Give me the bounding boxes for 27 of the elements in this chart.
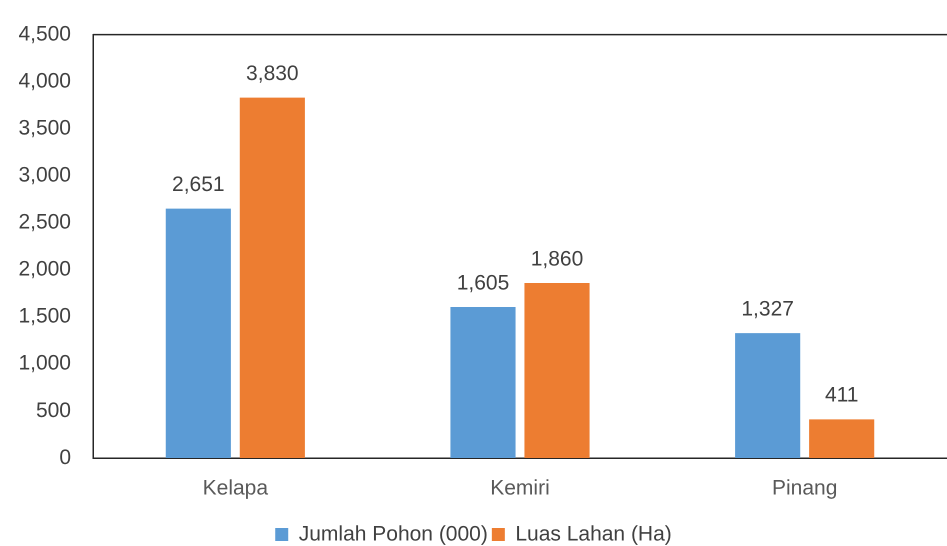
x-tick-label: Kemiri [490,476,550,500]
y-tick-label: 4,000 [18,69,71,92]
bar [809,419,874,458]
bar [524,282,590,458]
bar [166,208,231,458]
y-tick-label: 1,500 [18,304,71,328]
x-tick-label: Pinang [772,476,838,500]
y-tick-label: 0 [59,446,71,469]
legend-label: Jumlah Pohon (000) [298,522,488,546]
y-tick-label: 500 [36,398,71,422]
data-label: 1,860 [530,247,584,270]
y-tick-label: 2,500 [18,210,71,234]
bar [735,333,800,458]
y-tick-label: 3,000 [18,164,71,187]
data-label: 1,605 [456,271,510,294]
y-tick-label: 3,500 [18,116,71,140]
data-label: 1,327 [741,297,794,320]
y-tick-label: 4,500 [18,22,71,46]
y-tick-label: 2,000 [18,258,71,281]
bar [240,98,305,458]
data-label: 411 [824,384,858,407]
x-tick-label: Kelapa [202,476,268,500]
data-label: 3,830 [246,62,299,85]
legend-label: Luas Lahan (Ha) [515,522,672,546]
y-tick-label: 1,000 [18,352,71,375]
data-label: 2,651 [172,172,225,196]
bar [450,306,516,458]
